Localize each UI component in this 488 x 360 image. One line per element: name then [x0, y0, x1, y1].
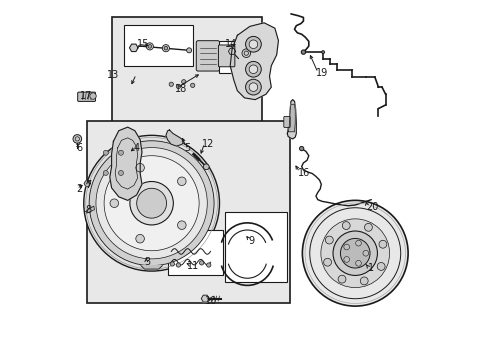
- Circle shape: [104, 156, 199, 251]
- Bar: [123, 25, 193, 66]
- Circle shape: [190, 83, 194, 87]
- Polygon shape: [86, 206, 94, 213]
- Text: 12: 12: [201, 139, 214, 149]
- Circle shape: [325, 236, 333, 244]
- Circle shape: [130, 181, 173, 225]
- Circle shape: [169, 82, 173, 86]
- Circle shape: [164, 46, 167, 50]
- Bar: [167, 230, 223, 275]
- Text: 19: 19: [315, 68, 327, 78]
- Circle shape: [321, 51, 324, 54]
- Text: 18: 18: [175, 84, 187, 94]
- Text: 3: 3: [144, 257, 150, 267]
- Circle shape: [118, 150, 123, 155]
- Text: 8: 8: [85, 205, 91, 215]
- Circle shape: [376, 262, 384, 270]
- Text: 11: 11: [187, 261, 199, 271]
- Circle shape: [148, 45, 151, 48]
- Circle shape: [299, 147, 303, 151]
- Circle shape: [342, 222, 349, 230]
- Circle shape: [337, 275, 345, 283]
- Polygon shape: [287, 100, 296, 139]
- Circle shape: [245, 36, 261, 52]
- Text: 4: 4: [134, 143, 140, 153]
- FancyBboxPatch shape: [283, 116, 290, 127]
- Text: 2: 2: [76, 184, 82, 194]
- Polygon shape: [141, 266, 162, 269]
- Polygon shape: [84, 181, 90, 186]
- Circle shape: [137, 188, 166, 218]
- Circle shape: [245, 62, 261, 77]
- Polygon shape: [201, 295, 209, 302]
- Circle shape: [83, 135, 219, 271]
- Circle shape: [301, 50, 305, 54]
- Text: 16: 16: [298, 168, 310, 178]
- Bar: [86, 121, 290, 303]
- Circle shape: [362, 250, 368, 256]
- Circle shape: [176, 263, 180, 267]
- FancyBboxPatch shape: [218, 45, 234, 67]
- Circle shape: [110, 199, 118, 207]
- Circle shape: [136, 234, 144, 243]
- Text: 5: 5: [183, 143, 190, 153]
- Text: 9: 9: [247, 236, 254, 246]
- Text: 13: 13: [107, 69, 119, 80]
- Circle shape: [302, 201, 407, 306]
- Circle shape: [206, 263, 210, 267]
- Polygon shape: [110, 127, 142, 201]
- Bar: [219, 41, 255, 73]
- Circle shape: [203, 164, 209, 170]
- Text: 20: 20: [365, 202, 378, 212]
- Circle shape: [186, 48, 191, 53]
- Circle shape: [103, 150, 108, 155]
- Polygon shape: [165, 130, 183, 146]
- Circle shape: [181, 80, 185, 84]
- Circle shape: [136, 163, 144, 172]
- Circle shape: [118, 170, 123, 175]
- Polygon shape: [129, 44, 138, 51]
- Bar: [224, 212, 287, 282]
- Polygon shape: [228, 48, 235, 54]
- Circle shape: [89, 141, 214, 266]
- Circle shape: [146, 43, 153, 50]
- Circle shape: [364, 224, 371, 231]
- Circle shape: [103, 170, 108, 175]
- Circle shape: [248, 40, 257, 49]
- Circle shape: [177, 221, 186, 229]
- Circle shape: [320, 219, 389, 288]
- Text: 7: 7: [85, 180, 92, 190]
- Circle shape: [177, 177, 186, 185]
- Bar: [112, 18, 262, 123]
- Circle shape: [242, 49, 250, 58]
- Circle shape: [332, 231, 377, 275]
- Circle shape: [343, 257, 349, 262]
- Circle shape: [96, 148, 207, 259]
- Circle shape: [170, 262, 174, 266]
- Polygon shape: [288, 104, 295, 132]
- Circle shape: [248, 83, 257, 91]
- Circle shape: [360, 277, 367, 285]
- Polygon shape: [230, 23, 278, 100]
- Circle shape: [245, 79, 261, 95]
- Text: 1: 1: [367, 262, 373, 273]
- Circle shape: [378, 240, 386, 248]
- Circle shape: [176, 84, 180, 89]
- Circle shape: [73, 135, 81, 143]
- Circle shape: [340, 238, 369, 268]
- FancyBboxPatch shape: [78, 92, 95, 102]
- Circle shape: [323, 258, 331, 266]
- FancyBboxPatch shape: [196, 41, 219, 71]
- Text: 6: 6: [77, 143, 82, 153]
- Text: 17: 17: [80, 91, 92, 101]
- Text: 10: 10: [205, 296, 217, 306]
- Circle shape: [248, 65, 257, 73]
- Circle shape: [90, 93, 96, 99]
- Text: 15: 15: [137, 39, 149, 49]
- Circle shape: [355, 260, 361, 266]
- Circle shape: [343, 244, 349, 250]
- Circle shape: [162, 45, 169, 52]
- Circle shape: [355, 240, 361, 246]
- Text: 14: 14: [224, 39, 237, 49]
- Circle shape: [199, 261, 203, 265]
